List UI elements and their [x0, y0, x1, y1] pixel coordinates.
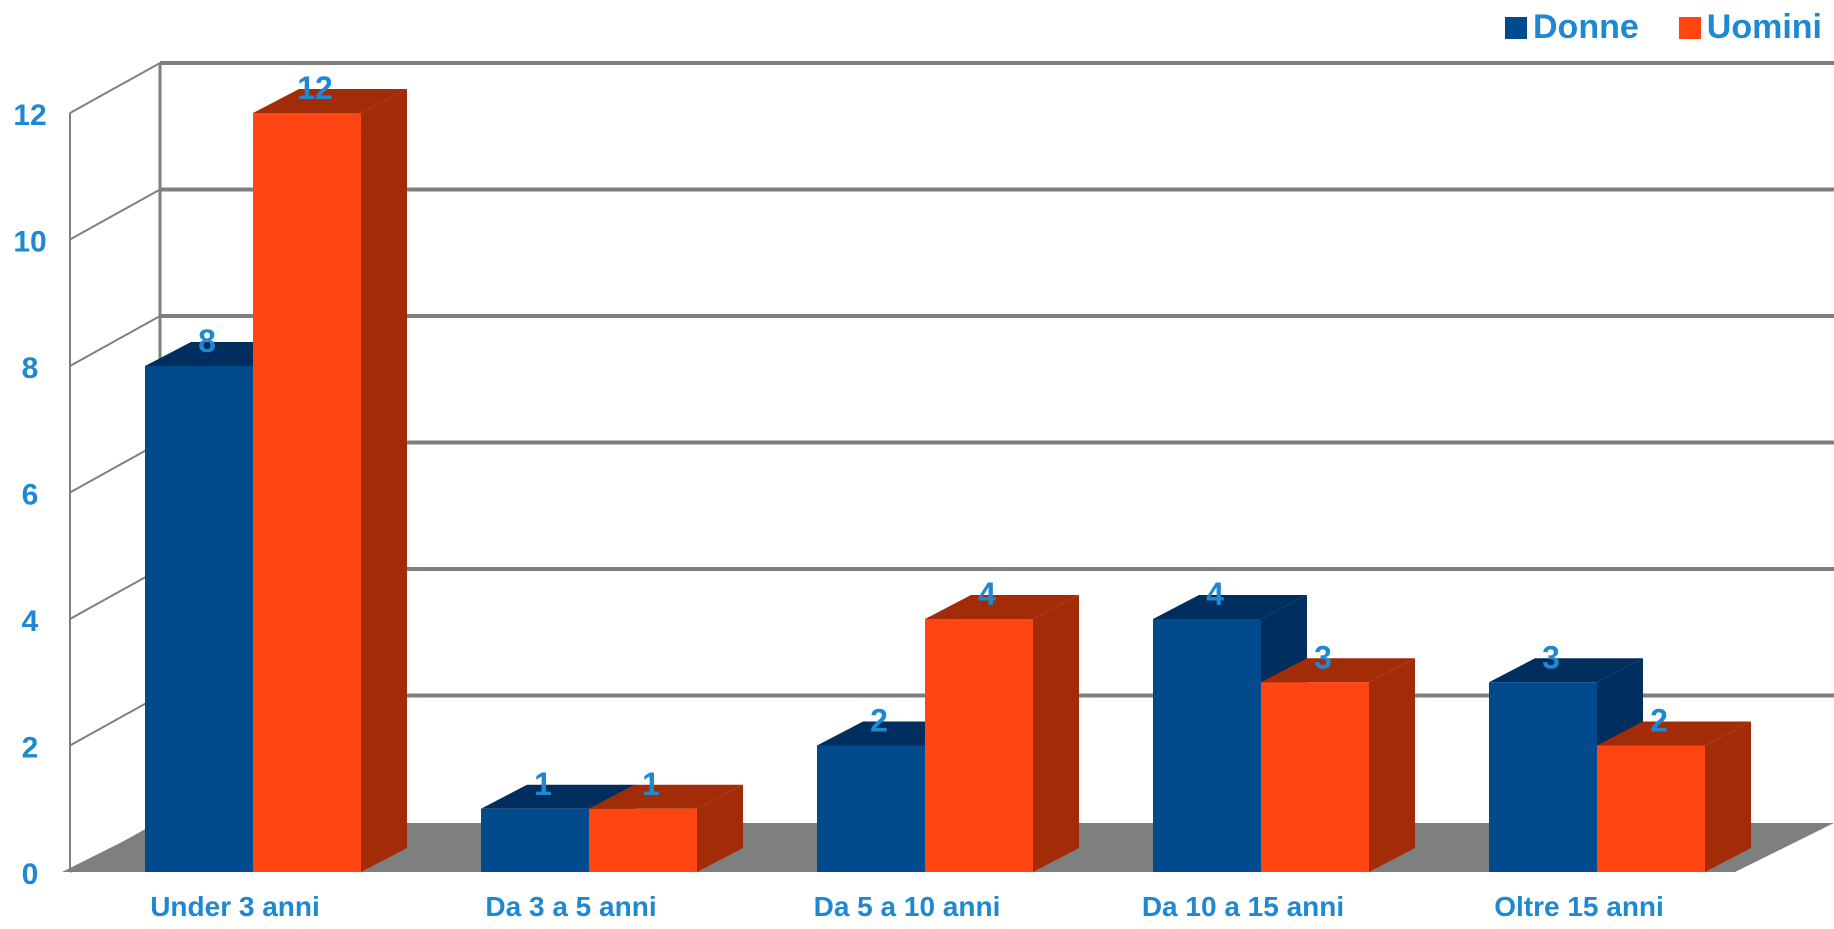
bar-uomini-4 — [1597, 721, 1751, 872]
data-label: 12 — [297, 70, 333, 106]
side-gridline — [69, 315, 161, 367]
bar-front — [481, 808, 589, 872]
bar-uomini-0 — [253, 89, 407, 872]
legend-label-donne: Donne — [1533, 8, 1639, 46]
data-label: 2 — [1650, 703, 1668, 739]
bar-front — [925, 619, 1033, 872]
bar-front — [1261, 682, 1369, 872]
y-tick-label: 12 — [13, 99, 46, 132]
legend-item-donne: Donne — [1505, 8, 1639, 47]
legend-swatch-uomini — [1678, 16, 1701, 39]
bar-top — [1153, 595, 1307, 619]
x-tick-label: Oltre 15 anni — [1494, 891, 1664, 922]
bar-side — [1033, 595, 1079, 872]
data-label: 1 — [642, 766, 660, 802]
legend-item-uomini: Uomini — [1678, 8, 1822, 47]
bar-top — [481, 784, 635, 809]
bar-side — [361, 89, 407, 872]
data-label: 4 — [1206, 576, 1224, 612]
data-label: 3 — [1542, 639, 1560, 675]
data-label: 3 — [1314, 639, 1332, 675]
bar-front — [1153, 619, 1261, 872]
y-tick-label: 8 — [22, 352, 39, 385]
y-tick-label: 4 — [22, 605, 39, 638]
data-label: 8 — [198, 323, 216, 359]
bar-uomini-3 — [1261, 658, 1415, 872]
bar-front — [817, 745, 925, 872]
legend-label-uomini: Uomini — [1706, 8, 1822, 46]
legend-swatch-donne — [1505, 16, 1527, 39]
bar-front — [589, 808, 697, 872]
y-tick-label: 6 — [22, 479, 39, 512]
x-tick-label: Da 10 a 15 anni — [1142, 891, 1344, 922]
x-tick-label: Under 3 anni — [150, 891, 320, 922]
bar-top — [1261, 658, 1415, 683]
bar-side — [1705, 721, 1751, 872]
y-tick-label: 2 — [22, 732, 39, 765]
data-label: 1 — [534, 766, 552, 802]
bar-uomini-1 — [589, 784, 743, 872]
legend: Donne Uomini — [1505, 8, 1822, 47]
side-gridline — [69, 62, 161, 114]
y-tick-label: 10 — [13, 226, 46, 259]
x-tick-label: Da 5 a 10 anni — [814, 891, 1001, 922]
bar-front — [253, 113, 361, 872]
bar-top — [253, 89, 407, 113]
data-label: 4 — [978, 576, 996, 612]
bar-top — [589, 784, 743, 809]
y-tick-label: 0 — [22, 858, 39, 891]
bar-side — [697, 784, 743, 872]
data-label: 2 — [870, 703, 888, 739]
bar-side — [1369, 658, 1415, 872]
bar-front — [145, 366, 253, 872]
bar-top — [925, 595, 1079, 619]
bar-top — [1489, 658, 1643, 683]
side-gridline — [69, 188, 161, 241]
bar-front — [1489, 682, 1597, 872]
bar-uomini-2 — [925, 595, 1079, 872]
bar-top — [1597, 721, 1751, 746]
bar-front — [1597, 745, 1705, 872]
x-tick-label: Da 3 a 5 anni — [485, 891, 656, 922]
